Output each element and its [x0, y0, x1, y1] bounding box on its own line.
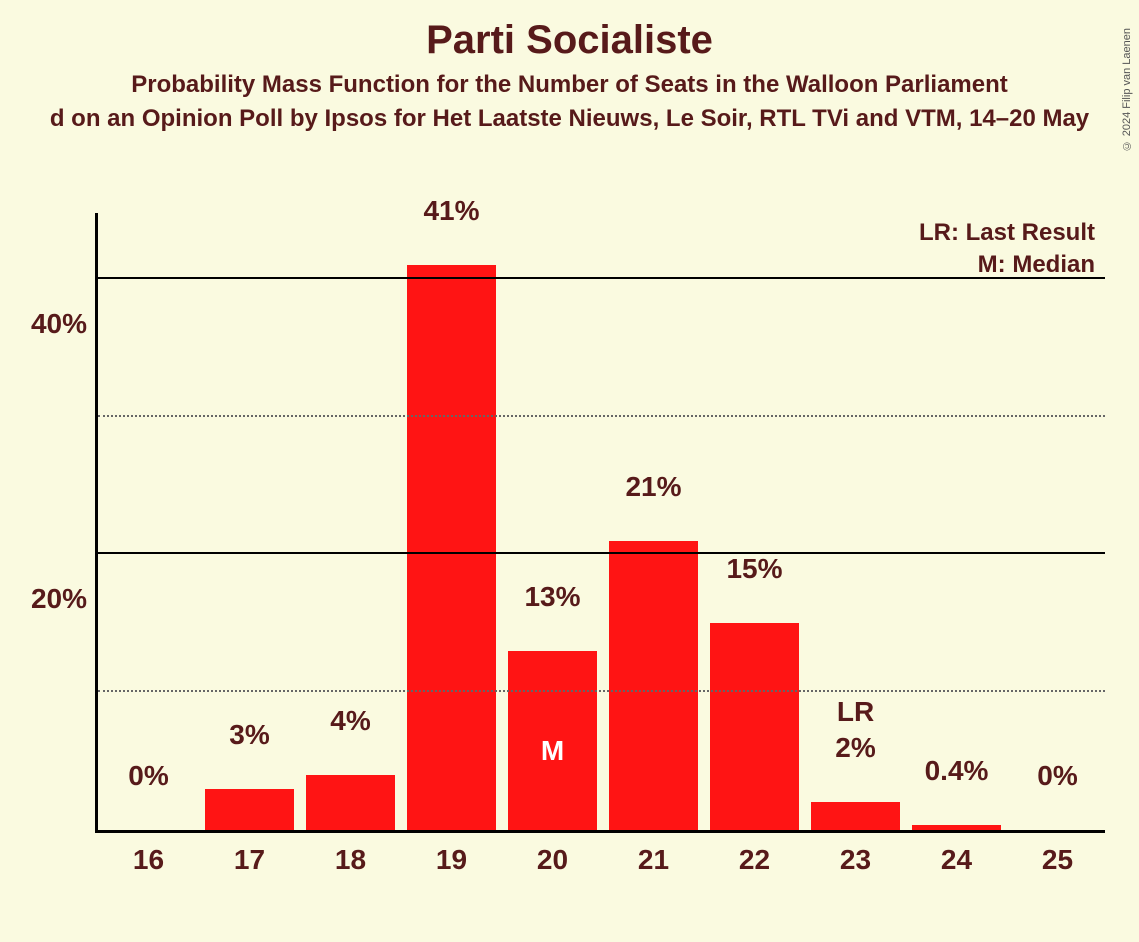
- bar-annotation: LR: [837, 696, 874, 728]
- x-axis-tick-label: 23: [840, 844, 871, 876]
- bar: [306, 775, 395, 830]
- grid-major: [98, 277, 1105, 279]
- chart-subtitle: Probability Mass Function for the Number…: [0, 71, 1139, 99]
- chart-title: Parti Socialiste: [0, 18, 1139, 63]
- bar-value-label: 13%: [524, 581, 580, 613]
- bar-value-label: 15%: [726, 553, 782, 585]
- bar-value-label: 4%: [330, 705, 370, 737]
- x-axis-tick-label: 24: [941, 844, 972, 876]
- bar-value-label: 2%: [835, 732, 875, 764]
- y-axis-tick-label: 20%: [31, 583, 87, 615]
- x-axis-tick-label: 21: [638, 844, 669, 876]
- bar: [609, 541, 698, 830]
- bar-value-label: 0.4%: [925, 755, 989, 787]
- y-axis-tick-label: 40%: [31, 308, 87, 340]
- grid-minor: [98, 690, 1105, 692]
- bar-value-label: 41%: [423, 195, 479, 227]
- x-axis-tick-label: 19: [436, 844, 467, 876]
- bar-marker: M: [541, 735, 564, 767]
- bar-value-label: 0%: [1037, 760, 1077, 792]
- bars-container: 0%3%4%41%13%M21%15%LR2%0.4%0%: [98, 213, 1105, 830]
- bar-value-label: 0%: [128, 760, 168, 792]
- bar: [407, 265, 496, 830]
- bar: [912, 825, 1001, 831]
- x-axis-tick-label: 18: [335, 844, 366, 876]
- bar: [811, 802, 900, 830]
- chart-area: LR: Last Result M: Median 0%3%4%41%13%M2…: [95, 213, 1105, 893]
- bar-value-label: 21%: [625, 471, 681, 503]
- x-axis-tick-label: 17: [234, 844, 265, 876]
- bar-value-label: 3%: [229, 719, 269, 751]
- x-axis-tick-label: 25: [1042, 844, 1073, 876]
- x-axis-tick-label: 22: [739, 844, 770, 876]
- copyright-text: © 2024 Filip van Laenen: [1121, 28, 1133, 151]
- grid-minor: [98, 415, 1105, 417]
- chart-subtitle-2: d on an Opinion Poll by Ipsos for Het La…: [0, 105, 1139, 133]
- bar: [710, 623, 799, 830]
- x-axis-tick-label: 20: [537, 844, 568, 876]
- x-axis-tick-label: 16: [133, 844, 164, 876]
- grid-major: [98, 552, 1105, 554]
- plot-area: LR: Last Result M: Median 0%3%4%41%13%M2…: [95, 213, 1105, 833]
- bar: [205, 789, 294, 830]
